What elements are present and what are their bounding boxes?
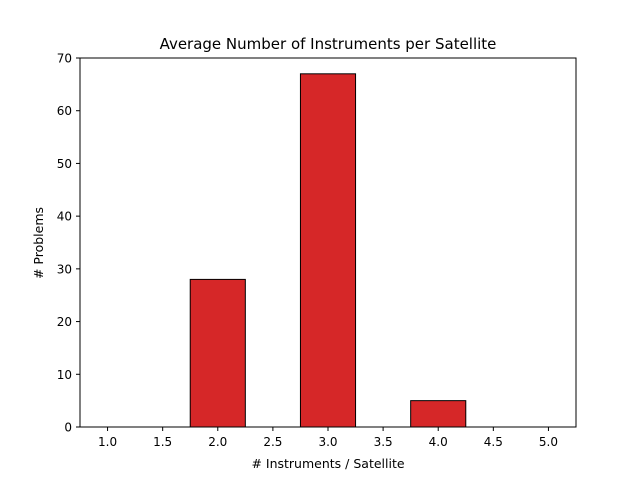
x-tick-label: 3.5 — [374, 435, 393, 449]
x-tick-label: 1.0 — [98, 435, 117, 449]
x-tick-label: 2.0 — [208, 435, 227, 449]
x-tick-label: 2.5 — [263, 435, 282, 449]
plot-area-frame — [79, 57, 577, 428]
x-tick-label: 3.0 — [318, 435, 337, 449]
y-axis-label: # Problems — [31, 207, 46, 279]
x-tick-label: 1.5 — [153, 435, 172, 449]
y-tick-label: 20 — [57, 315, 72, 329]
chart-title: Average Number of Instruments per Satell… — [160, 35, 497, 53]
y-tick-label: 0 — [64, 421, 72, 435]
x-axis-label: # Instruments / Satellite — [251, 456, 404, 471]
bar-3 — [299, 73, 357, 428]
y-tick-label: 50 — [57, 157, 72, 171]
y-tick-label: 30 — [57, 262, 72, 276]
x-tick-label: 5.0 — [539, 435, 558, 449]
y-tick-label: 40 — [57, 210, 72, 224]
bar-2 — [189, 278, 246, 428]
x-tick-label: 4.0 — [429, 435, 448, 449]
ticks-layer: 1.0 1.5 2.0 2.5 3.0 3.5 4.0 4.5 5.0 0 10 20 30 40 50 60… — [57, 52, 558, 450]
bar-4 — [410, 400, 467, 428]
x-tick-label: 4.5 — [484, 435, 503, 449]
bars-layer — [189, 73, 467, 428]
y-tick-label: 70 — [57, 52, 72, 66]
y-tick-label: 60 — [57, 104, 72, 118]
y-tick-label: 10 — [57, 368, 72, 382]
